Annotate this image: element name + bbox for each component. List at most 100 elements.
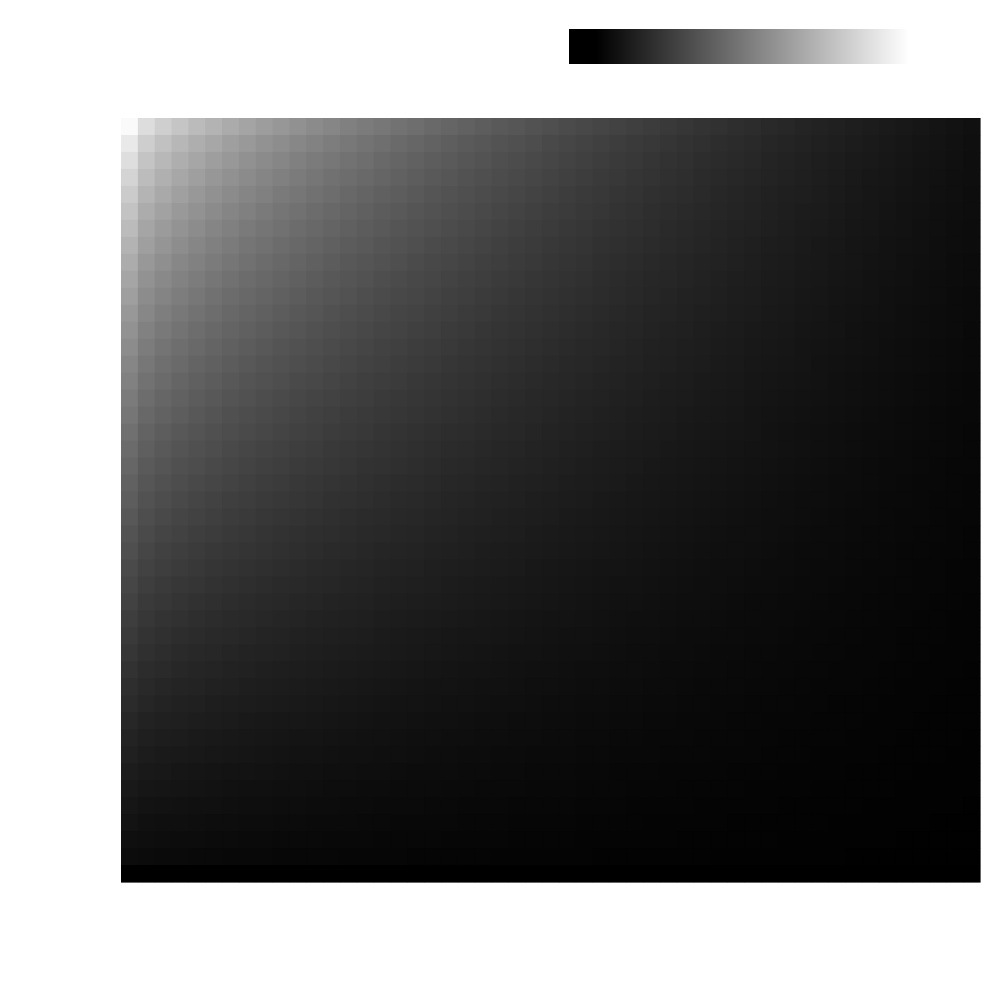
heatmap-cell [761, 457, 779, 476]
heatmap-cell [895, 491, 914, 510]
heatmap-cell [542, 134, 560, 153]
heatmap-cell [929, 474, 947, 493]
heatmap-cell [626, 797, 644, 815]
heatmap-cell [744, 814, 762, 832]
heatmap-cell [710, 814, 728, 832]
heatmap-cell [643, 661, 661, 679]
heatmap-cell [643, 559, 661, 577]
heatmap-cell [154, 780, 173, 798]
heatmap-cell [171, 338, 189, 357]
heatmap-cell [575, 253, 594, 272]
heatmap-cell [356, 610, 375, 628]
heatmap-cell [407, 542, 425, 561]
heatmap-cell [188, 202, 206, 221]
heatmap-cell [121, 508, 139, 527]
heatmap-cell [609, 270, 627, 289]
heatmap-cell [777, 406, 796, 425]
heatmap-cell [794, 712, 813, 730]
heatmap-cell [137, 185, 156, 204]
heatmap-cell [744, 508, 762, 527]
heatmap-cell [390, 848, 408, 866]
heatmap-cell [508, 287, 526, 306]
heatmap-cell [441, 865, 459, 883]
heatmap-cell [356, 440, 375, 459]
heatmap-cell [727, 610, 745, 628]
heatmap-cell [744, 168, 762, 187]
heatmap-cell [491, 610, 509, 628]
heatmap-cell [238, 202, 257, 221]
heatmap-cell [895, 627, 914, 645]
heatmap-cell [777, 780, 796, 798]
heatmap-cell [744, 219, 762, 238]
heatmap-cell [592, 610, 611, 628]
heatmap-cell [121, 865, 139, 883]
heatmap-cell [575, 118, 594, 136]
heatmap-cell [710, 542, 728, 561]
heatmap-cell [289, 746, 307, 764]
heatmap-cell [828, 355, 846, 374]
heatmap-cell [727, 389, 745, 408]
heatmap-cell [862, 219, 880, 238]
heatmap-cell [238, 134, 257, 153]
heatmap-cell [895, 797, 914, 815]
heatmap-cell [878, 151, 897, 170]
heatmap-cell [845, 168, 863, 187]
heatmap-cell [862, 118, 880, 136]
heatmap-cell [676, 236, 695, 255]
heatmap-cell [912, 474, 931, 493]
heatmap-cell [946, 406, 964, 425]
heatmap-cell [171, 389, 189, 408]
heatmap-cell [929, 542, 947, 561]
heatmap-cell [575, 508, 594, 527]
heatmap-cell [323, 457, 341, 476]
heatmap-cell [744, 440, 762, 459]
heatmap-cell [710, 627, 728, 645]
heatmap-cell [491, 236, 509, 255]
heatmap-cell [457, 627, 476, 645]
heatmap-cell [390, 678, 408, 696]
heatmap-cell [542, 508, 560, 527]
heatmap-cell [609, 797, 627, 815]
heatmap-cell [188, 814, 206, 832]
heatmap-cell [491, 406, 509, 425]
heatmap-cell [777, 304, 796, 323]
heatmap-cell [542, 848, 560, 866]
heatmap-cell [390, 695, 408, 713]
heatmap-cell [777, 270, 796, 289]
heatmap-cell [508, 797, 526, 815]
heatmap-cell [558, 763, 577, 781]
heatmap-cell [558, 865, 577, 883]
heatmap-cell [222, 695, 240, 713]
heatmap-cell [575, 185, 594, 204]
heatmap-cell [946, 355, 964, 374]
heatmap-cell [811, 134, 830, 153]
heatmap-cell [137, 321, 156, 340]
heatmap-cell [339, 372, 358, 391]
heatmap-cell [441, 576, 459, 594]
heatmap-cell [390, 321, 408, 340]
heatmap-cell [356, 270, 375, 289]
heatmap-cell [205, 202, 223, 221]
heatmap-cell [205, 576, 223, 594]
heatmap-cell [205, 644, 223, 662]
heatmap-cell [154, 559, 173, 577]
heatmap-cell [811, 287, 830, 306]
heatmap-cell [373, 814, 392, 832]
heatmap-cell [424, 644, 442, 662]
heatmap-cell [188, 338, 206, 357]
heatmap-cell [676, 270, 695, 289]
heatmap-cell [390, 355, 408, 374]
heatmap-cell [441, 491, 459, 510]
heatmap-cell [542, 389, 560, 408]
heatmap-cell [828, 270, 846, 289]
heatmap-cell [626, 525, 644, 544]
heatmap-cell [592, 712, 611, 730]
heatmap-cell [121, 270, 139, 289]
heatmap-cell [862, 678, 880, 696]
heatmap-cell [895, 576, 914, 594]
heatmap-cell [238, 491, 257, 510]
heatmap-cell [845, 321, 863, 340]
heatmap-cell [592, 253, 611, 272]
heatmap-cell [508, 321, 526, 340]
heatmap-cell [794, 678, 813, 696]
